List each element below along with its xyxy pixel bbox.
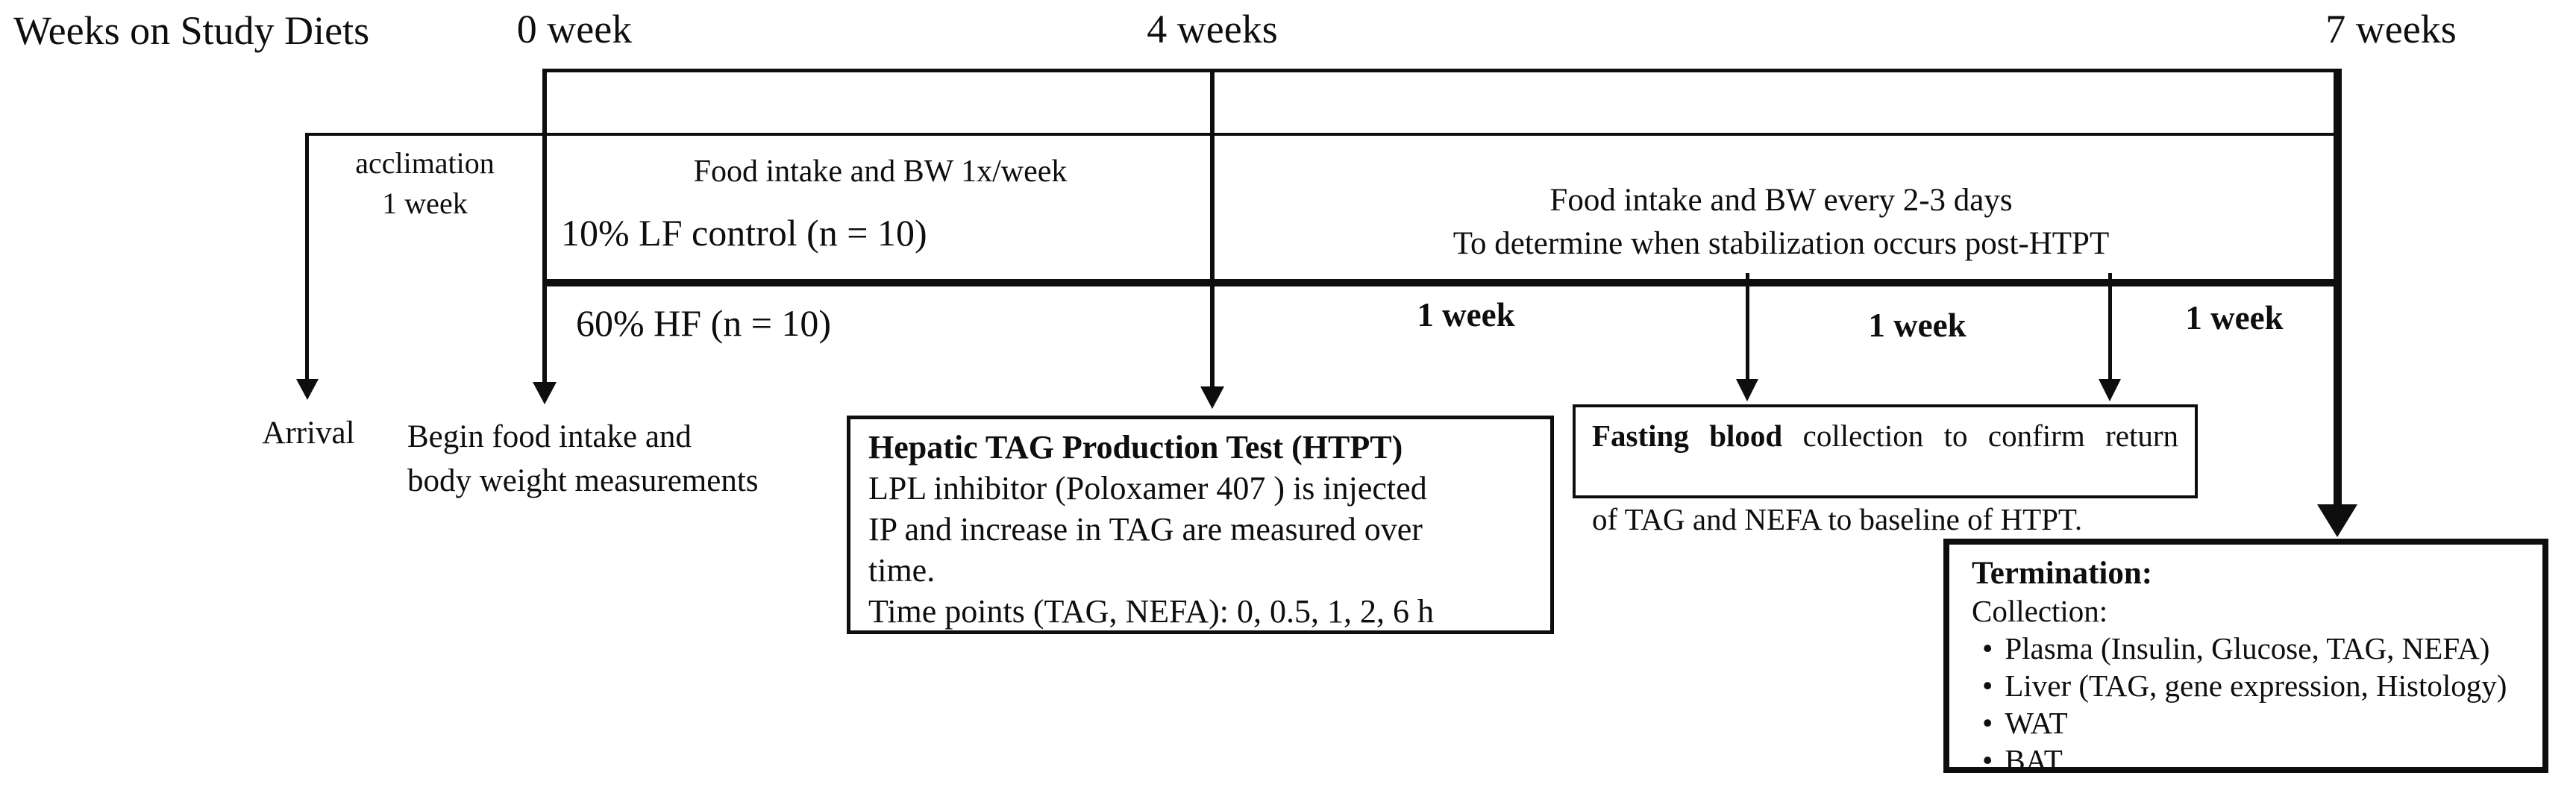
fasting-arrow-line-2	[2108, 273, 2112, 380]
timeline-row-divider-line	[545, 279, 2342, 286]
fasting-box-line2: of TAG and NEFA to baseline of HTPT.	[1592, 502, 2083, 536]
begin-label-line1: Begin food intake and	[407, 419, 692, 454]
acclimation-cell: acclimation 1 week	[305, 143, 545, 224]
htpt-box: Hepatic TAG Production Test (HTPT) LPL i…	[847, 416, 1554, 634]
timeline-middle-line	[305, 133, 2342, 136]
termination-item-plasma: • Plasma (Insulin, Glucose, TAG, NEFA)	[1972, 630, 2535, 667]
tick-label-0-week: 0 week	[516, 7, 633, 51]
acclimation-label-line1: acclimation	[355, 146, 495, 180]
fasting-down-arrow-icon-2	[2099, 379, 2121, 401]
htpt-box-line1: LPL inhibitor (Poloxamer 407 ) is inject…	[868, 470, 1427, 507]
termination-item-wat: • WAT	[1972, 704, 2535, 742]
fasting-box-line1-rest: collection to confirm return	[1782, 419, 2179, 453]
termination-item-wat-text: WAT	[2005, 706, 2068, 740]
termination-box-title: Termination:	[1972, 556, 2153, 591]
htpt-box-line3: time.	[868, 552, 936, 589]
fasting-blood-box: Fasting blood collection to confirm retu…	[1573, 404, 2198, 536]
lf-control-diet-label: 10% LF control (n = 10)	[561, 212, 927, 254]
bullet-icon: •	[1982, 668, 1993, 703]
interval-label-1week-1: 1 week	[1417, 296, 1515, 333]
hf-diet-label: 60% HF (n = 10)	[576, 302, 832, 344]
tick-label-4-weeks: 4 weeks	[1147, 7, 1278, 51]
fasting-arrow-line-1	[1746, 273, 1749, 380]
fasting-box-bold-lead: Fasting blood	[1592, 419, 1783, 453]
week0-down-arrow-icon	[533, 382, 557, 404]
week0-marker-line	[542, 69, 547, 383]
termination-item-bat: • BAT	[1972, 742, 2535, 779]
diagram-title: Weeks on Study Diets	[13, 8, 370, 53]
interval-label-1week-2: 1 week	[1868, 307, 1967, 344]
bullet-icon: •	[1982, 631, 1993, 665]
termination-down-arrow-icon	[2317, 504, 2357, 537]
timeline-top-line	[545, 69, 2342, 72]
week7-marker-line	[2334, 69, 2342, 506]
begin-measurements-label: Begin food intake and body weight measur…	[407, 415, 759, 503]
week4-marker-line	[1210, 69, 1215, 388]
arrival-label: Arrival	[262, 416, 355, 451]
phase2-monitoring-line1: Food intake and BW every 2-3 days	[1549, 183, 2013, 218]
interval-label-1week-3: 1 week	[2185, 299, 2284, 336]
tick-label-7-weeks: 7 weeks	[2325, 7, 2457, 51]
bullet-icon: •	[1982, 743, 1993, 777]
fasting-box-line1: Fasting blood collection to confirm retu…	[1592, 415, 2178, 498]
termination-box: Termination: Collection: • Plasma (Insuli…	[1943, 539, 2548, 777]
acclimation-arrow-line	[305, 133, 309, 380]
htpt-box-line4: Time points (TAG, NEFA): 0, 0.5, 1, 2, 6…	[868, 593, 1434, 630]
phase2-monitoring-cell: Food intake and BW every 2-3 days To det…	[1223, 179, 2339, 266]
htpt-box-line2: IP and increase in TAG are measured over	[868, 511, 1423, 548]
termination-box-subtitle: Collection:	[1972, 594, 2108, 628]
phase1-monitoring-label: Food intake and BW 1x/week	[693, 154, 1068, 189]
arrival-down-arrow-icon	[296, 379, 319, 400]
termination-item-bat-text: BAT	[2005, 743, 2063, 777]
fasting-down-arrow-icon-1	[1736, 379, 1758, 401]
termination-item-plasma-text: Plasma (Insulin, Glucose, TAG, NEFA)	[2005, 631, 2490, 665]
htpt-box-title: Hepatic TAG Production Test (HTPT)	[868, 429, 1403, 466]
week4-down-arrow-icon	[1200, 386, 1224, 409]
bullet-icon: •	[1982, 706, 1993, 740]
phase2-monitoring-line2: To determine when stabilization occurs p…	[1452, 226, 2110, 261]
acclimation-label-line2: 1 week	[382, 187, 468, 220]
termination-item-liver: • Liver (TAG, gene expression, Histology)	[1972, 667, 2535, 704]
termination-item-liver-text: Liver (TAG, gene expression, Histology)	[2005, 668, 2507, 703]
begin-label-line2: body weight measurements	[407, 463, 759, 498]
